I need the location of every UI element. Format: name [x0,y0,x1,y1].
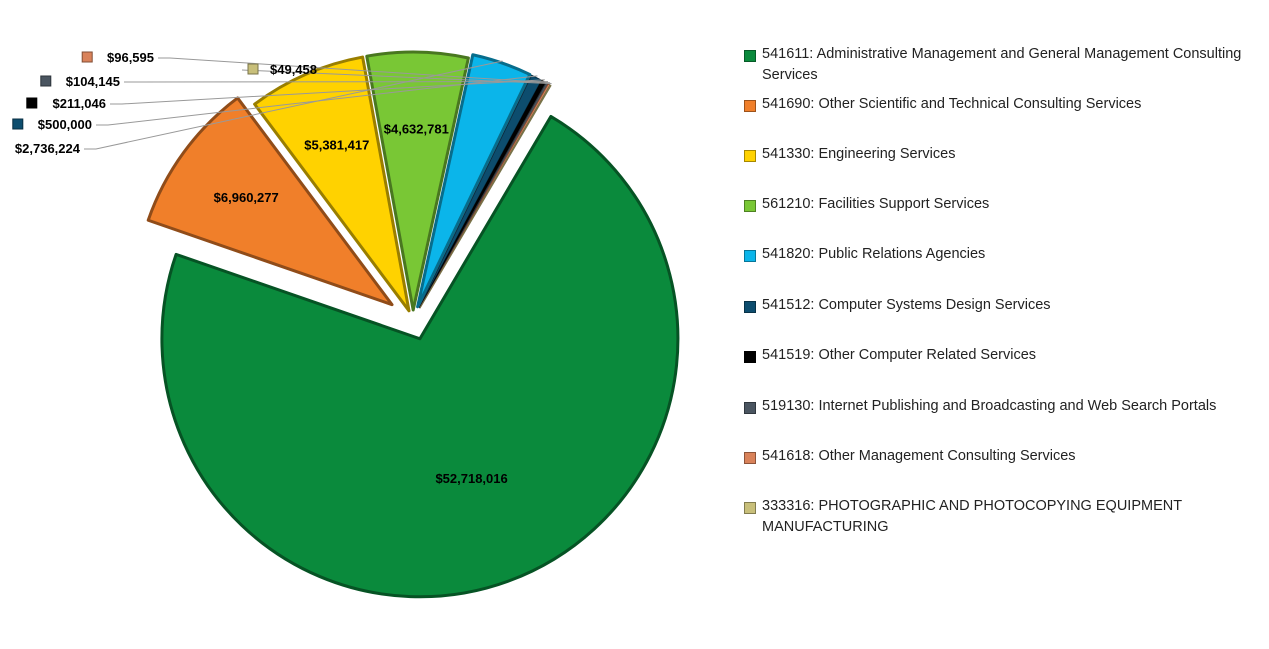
legend-item: 541330: Engineering Services [744,144,1264,165]
label-swatch [26,97,38,109]
legend-label: 541611: Administrative Management and Ge… [762,46,1242,83]
data-label: $52,718,016 [435,471,507,486]
label-swatch [12,118,24,130]
legend-item: 519130: Internet Publishing and Broadcas… [744,396,1264,417]
legend-swatch [744,402,756,414]
legend-swatch [744,502,756,514]
pie-slice [146,96,394,307]
legend-item: 541820: Public Relations Agencies [744,244,1264,265]
data-label: $211,046 [52,96,106,111]
legend-item: 541519: Other Computer Related Services [744,345,1264,366]
data-label: $6,960,277 [214,190,279,205]
label-swatch [81,51,93,63]
pie-slice [160,114,680,599]
legend-label: 333316: PHOTOGRAPHIC AND PHOTOCOPYING EQ… [762,498,1182,535]
data-label: $49,458 [270,62,317,77]
pie-slice [253,55,411,313]
leader-line [110,79,545,105]
pie-slice [365,50,470,312]
legend-label: 561210: Facilities Support Services [762,196,990,212]
legend-label: 541330: Engineering Services [762,146,956,162]
legend-swatch [744,351,756,363]
legend-swatch [744,100,756,112]
leader-line [158,57,551,84]
data-label: $104,145 [66,74,120,89]
pie-slice [416,53,532,309]
legend-item: 541690: Other Scientific and Technical C… [744,94,1264,115]
legend-item: 561210: Facilities Support Services [744,194,1264,215]
legend-item: 333316: PHOTOGRAPHIC AND PHOTOCOPYING EQ… [744,496,1264,538]
legend-label: 519130: Internet Publishing and Broadcas… [762,398,1217,414]
legend-swatch [744,50,756,62]
legend-item: 541618: Other Management Consulting Serv… [744,446,1264,467]
legend-label: 541512: Computer Systems Design Services [762,297,1051,313]
leader-line [96,75,538,126]
legend-swatch [744,452,756,464]
data-label: $500,000 [38,117,92,132]
pie-slice [419,84,552,309]
label-swatch [247,63,259,75]
legend-swatch [744,301,756,313]
legend-swatch [744,200,756,212]
legend-label: 541618: Other Management Consulting Serv… [762,448,1076,464]
legend-label: 541690: Other Scientific and Technical C… [762,96,1142,112]
legend-swatch [744,150,756,162]
legend-label: 541519: Other Computer Related Services [762,347,1037,363]
legend-item: 541611: Administrative Management and Ge… [744,44,1264,86]
data-label: $4,632,781 [384,121,449,136]
data-label: $2,736,224 [15,141,81,156]
legend-item: 541512: Computer Systems Design Services [744,295,1264,316]
data-label: $5,381,417 [304,137,369,152]
leader-line [241,69,552,85]
label-swatch [40,75,52,87]
legend-label: 541820: Public Relations Agencies [762,246,986,262]
legend-swatch [744,250,756,262]
data-label: $96,595 [107,50,154,65]
